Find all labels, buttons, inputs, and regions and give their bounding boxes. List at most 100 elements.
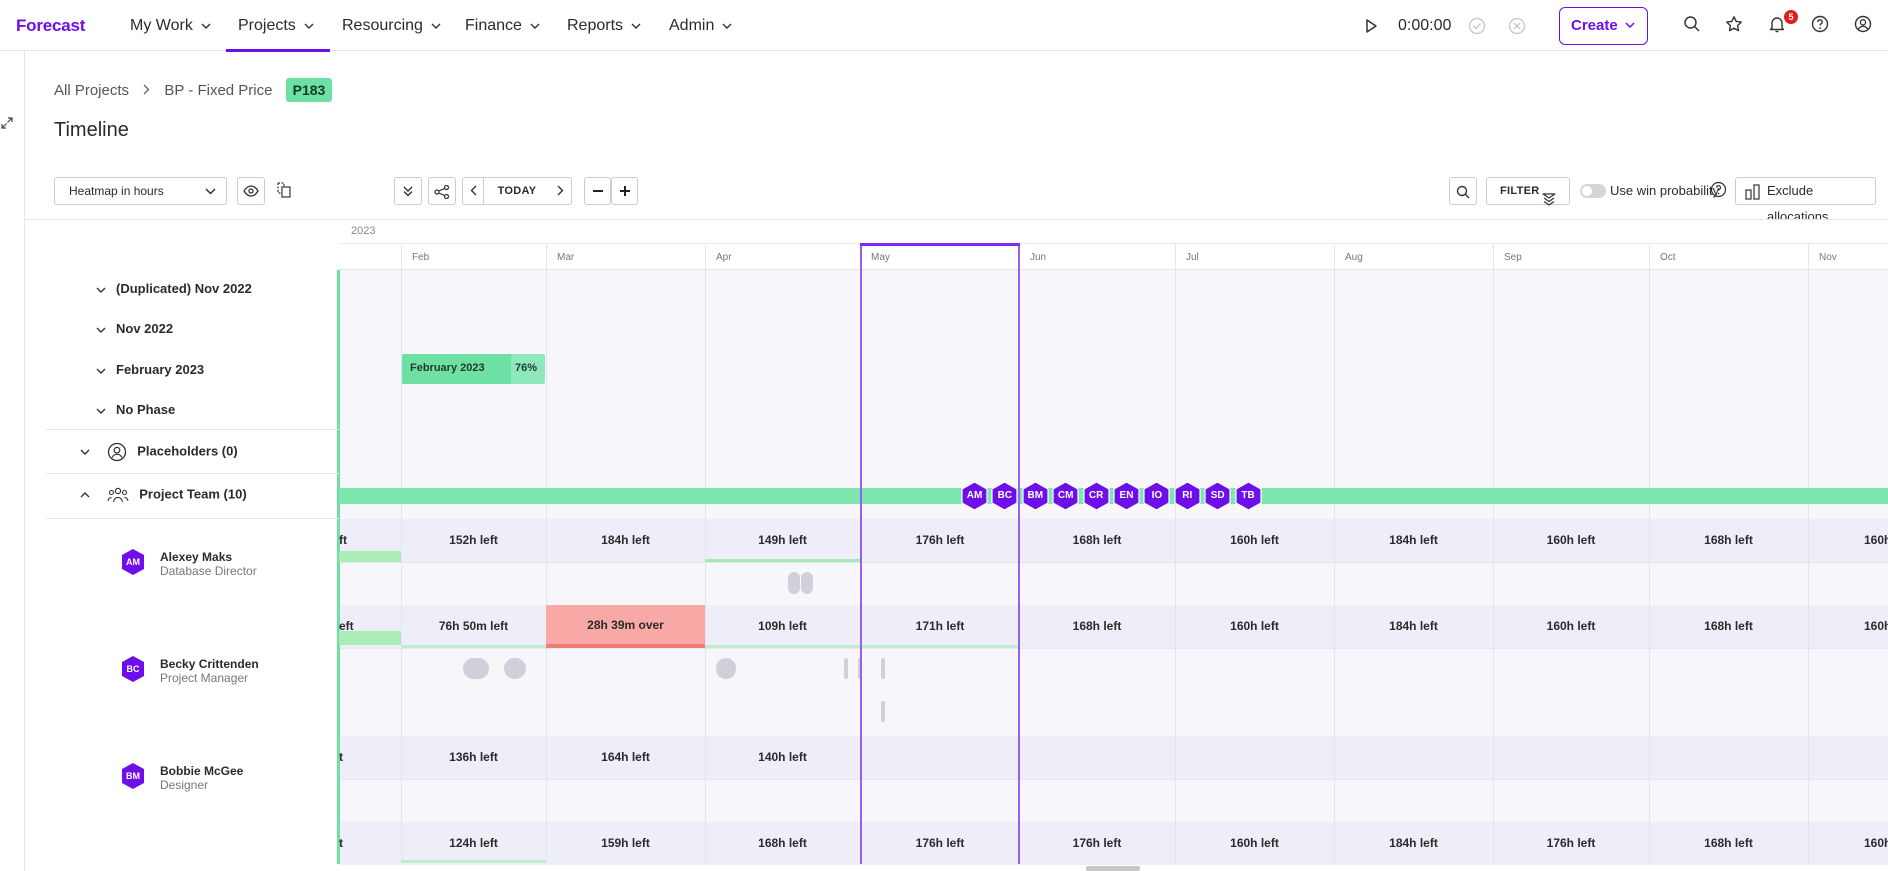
team-member-initials: IO [1151,490,1163,501]
horizontal-scrollbar[interactable] [1086,866,1140,871]
allocation-underline [705,645,1020,648]
heatmap-cell: 140h left [758,750,807,764]
timeline-search-button[interactable] [1449,177,1477,205]
chevron-down-icon [722,23,732,29]
allocation-underline [401,645,546,648]
copy-layout-button[interactable] [270,177,298,205]
task-pill[interactable] [801,572,813,594]
team-member-avatar[interactable]: SD [1203,481,1232,511]
collapse-all-button[interactable] [394,177,422,205]
month-divider [401,244,402,864]
month-divider [1808,244,1809,864]
zoom-out-button[interactable] [584,177,611,205]
avatar-initials: BC [126,664,140,674]
project-team-group[interactable]: Project Team (10) [80,486,247,504]
year-divider [339,243,1888,244]
heatmap-cell: 176h left [915,533,965,547]
month-divider [705,244,706,864]
phase-row-february-2023[interactable]: February 2023 [96,362,204,377]
phase-bar-label: February 2023 [410,362,485,374]
phase-row-nov-2022[interactable]: Nov 2022 [96,321,173,336]
month-divider [1334,244,1335,864]
heatmap-cell: 109h left [758,619,807,633]
team-member-avatar[interactable]: BC [990,481,1019,511]
create-button[interactable]: Create [1559,7,1648,45]
user-profile-icon[interactable] [1854,15,1872,33]
heatmap-cell: 184h left [1389,836,1438,850]
task-pill[interactable] [463,658,489,679]
nav-reports[interactable]: Reports [567,0,641,51]
heatmap-cell: 160h left [1546,619,1596,633]
heatmap-cell: 160h left [1546,533,1596,547]
team-member-avatar[interactable]: BM [1021,481,1050,511]
chevron-down-icon [201,23,211,29]
team-member-initials: TB [1241,490,1255,501]
heatmap-cell-over: 28h 39m over [546,605,705,648]
nav-admin[interactable]: Admin [669,0,732,51]
chevron-down-icon [96,327,106,333]
search-icon[interactable] [1683,15,1701,33]
help-icon[interactable] [1811,15,1829,33]
placeholders-group[interactable]: Placeholders (0) [80,442,238,462]
heatmap-cell: 184h left [1389,533,1438,547]
team-member-avatar[interactable]: AM [960,481,989,511]
project-start-marker [337,270,340,864]
win-probability-toggle[interactable] [1580,184,1606,198]
current-month-highlight [860,243,1020,864]
filter-button[interactable]: FILTER [1486,177,1570,206]
phase-row-no-phase[interactable]: No Phase [96,402,175,417]
team-member-avatar[interactable]: CM [1051,481,1080,511]
person-name: Bobbie McGee [160,764,244,778]
team-member-avatar[interactable]: EN [1112,481,1141,511]
breadcrumb-project-name[interactable]: BP - Fixed Price [164,81,273,99]
search-icon [1456,185,1470,199]
next-period-button[interactable] [550,177,572,205]
nav-my-work[interactable]: My Work [130,0,211,51]
chevron-down-icon [96,408,106,414]
row-divider [339,562,1888,563]
check-circle-icon[interactable] [1467,16,1487,36]
star-icon[interactable] [1725,15,1743,33]
heatmap-select[interactable]: Heatmap in hours [54,177,227,205]
heatmap-row-band [339,822,1888,865]
heatmap-cell: ft [339,533,347,547]
eye-icon [243,185,259,197]
visibility-button[interactable] [237,177,265,205]
bell-icon[interactable] [1768,15,1786,33]
team-member-initials: EN [1119,490,1134,501]
task-pill[interactable] [504,658,526,679]
heatmap-cell: 76h 50m left [438,619,509,633]
project-team-label: Project Team (10) [139,486,247,502]
nav-finance[interactable]: Finance [465,0,540,51]
heatmap-cell: 160h [1864,836,1888,850]
task-pill[interactable] [881,701,885,722]
task-pill[interactable] [844,658,848,679]
team-member-initials: CR [1088,490,1104,501]
person-role: Project Manager [160,671,249,685]
nav-resourcing[interactable]: Resourcing [342,0,441,51]
nav-projects[interactable]: Projects [226,0,330,52]
cancel-circle-icon[interactable] [1507,16,1527,36]
nav-finance-label: Finance [465,17,522,34]
phase-bar-february-2023[interactable]: February 2023 76% [402,354,545,384]
team-member-avatar[interactable]: IO [1142,481,1171,511]
team-member-avatar[interactable]: RI [1173,481,1202,511]
person-name: Becky Crittenden [160,657,259,671]
task-pill[interactable] [881,658,885,679]
task-pill[interactable] [788,572,800,594]
expand-icon[interactable] [1,117,13,129]
exclude-allocations-button[interactable]: Exclude allocations [1735,177,1876,224]
help-icon[interactable] [1710,181,1727,198]
filter-layers-icon [1542,193,1556,206]
phase-row-duplicated-nov-2022[interactable]: (Duplicated) Nov 2022 [96,281,252,296]
today-button[interactable]: TODAY [483,177,551,205]
share-button[interactable] [428,177,456,205]
team-member-avatar[interactable]: CR [1082,481,1111,511]
play-icon[interactable] [1363,17,1379,35]
task-pill[interactable] [716,658,736,679]
breadcrumb-all-projects[interactable]: All Projects [54,81,130,99]
previous-period-button[interactable] [462,177,484,205]
forecast-logo[interactable]: Forecast [16,16,86,35]
team-member-avatar[interactable]: TB [1234,481,1263,511]
zoom-in-button[interactable] [611,177,638,205]
